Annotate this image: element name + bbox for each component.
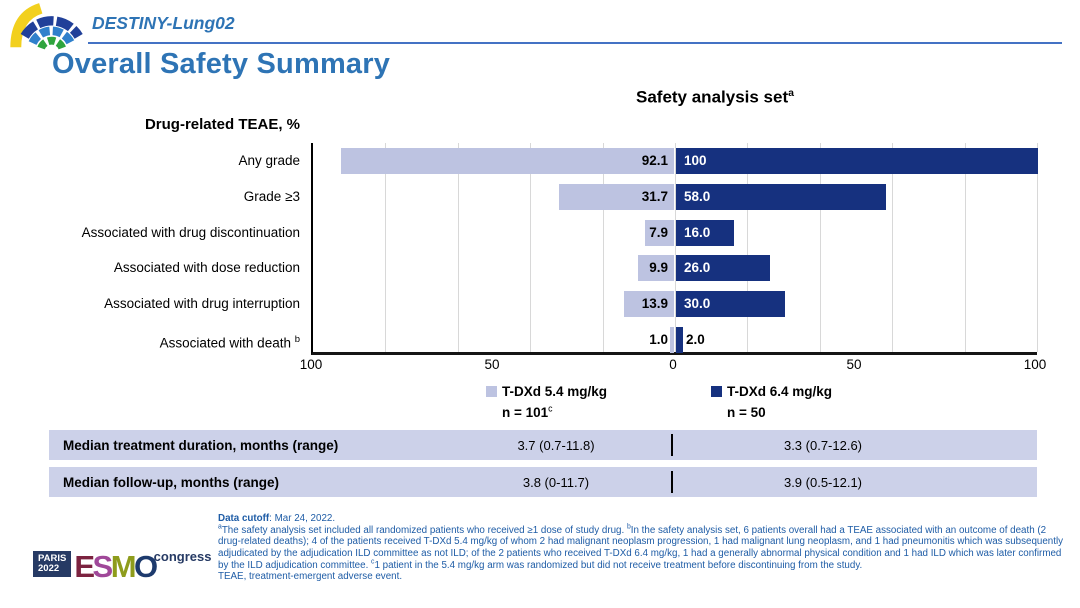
right-bar-6.4mg xyxy=(676,148,1038,174)
right-bar-value: 100 xyxy=(684,153,707,168)
left-bar-value: 9.9 xyxy=(649,260,668,276)
left-bar-value: 13.9 xyxy=(641,296,668,312)
esmo-letter: S xyxy=(92,548,114,584)
right-bar-value: 58.0 xyxy=(684,188,711,204)
category-label: Grade ≥3 xyxy=(243,188,300,204)
table-column-divider xyxy=(671,471,673,493)
x-tick-label: 100 xyxy=(1023,357,1047,372)
right-bar-value: 16.0 xyxy=(684,224,711,240)
gridline xyxy=(675,143,676,352)
x-tick-label: 50 xyxy=(484,357,500,372)
right-bar-6.4mg xyxy=(676,291,785,318)
category-label: Associated with drug discontinuation xyxy=(81,224,300,240)
footnote-abbreviation: TEAE, treatment-emergent adverse event. xyxy=(218,571,403,583)
table-row-label: Median treatment duration, months (range… xyxy=(63,437,339,453)
x-tick-label: 100 xyxy=(299,357,323,372)
legend-label: T-DXd 5.4 mg/kg xyxy=(502,384,608,399)
summary-table: Median treatment duration, months (range… xyxy=(49,430,1037,504)
right-bar-value: 2.0 xyxy=(686,332,705,347)
table-column-divider xyxy=(671,434,673,456)
gridline xyxy=(819,143,821,352)
congress-fan-icon xyxy=(10,3,83,50)
gridline xyxy=(964,143,966,352)
tornado-bar-plot: 92.1 100 31.7 58.0 7.9 16.0 9.9 26.0 13.9 30.0 1.0… xyxy=(311,143,1038,355)
paris-2022-badge: PARIS 2022 xyxy=(33,551,72,577)
right-bar-6.4mg xyxy=(676,183,886,210)
x-tick-label: 50 xyxy=(846,357,862,372)
legend-text: T-DXd 5.4 mg/kg n = 101c xyxy=(502,383,607,421)
right-bar-value: 30.0 xyxy=(684,296,711,312)
footnotes: Data cutoff: Mar 24, 2022. aThe safety a… xyxy=(218,513,1067,583)
left-bar-value: 92.1 xyxy=(641,153,668,168)
gridline xyxy=(602,143,604,352)
table-row: Median follow-up, months (range) 3.8 (0-… xyxy=(49,467,1037,497)
gridline xyxy=(892,143,894,352)
left-bar-5.4mg xyxy=(645,219,674,246)
left-bar-5.4mg xyxy=(623,291,674,318)
category-label: Associated with dose reduction xyxy=(113,260,300,276)
legend-item-5.4mg: T-DXd 5.4 mg/kg n = 101c xyxy=(486,383,607,421)
table-value-5.4mg: 3.8 (0-11.7) xyxy=(522,474,590,490)
left-bar-value: 7.9 xyxy=(649,224,668,240)
esmo-wordmark: ESMO xyxy=(74,551,158,582)
table-row-label: Median follow-up, months (range) xyxy=(63,474,279,490)
left-bar-value: 1.0 xyxy=(649,332,668,347)
page-title: Overall Safety Summary xyxy=(52,48,391,80)
gridline xyxy=(457,143,459,352)
x-axis-ticks: 100 50 0 50 100 xyxy=(300,357,1047,375)
right-bar-6.4mg xyxy=(676,255,771,282)
x-tick-label: 0 xyxy=(669,357,677,372)
legend-text: T-DXd 6.4 mg/kg n = 50 xyxy=(727,383,832,421)
left-bar-5.4mg xyxy=(559,183,674,210)
left-bar-value: 31.7 xyxy=(641,188,668,204)
esmo-letter: O xyxy=(134,548,158,584)
right-bar-value: 26.0 xyxy=(684,260,711,276)
table-value-6.4mg: 3.9 (0.5-12.1) xyxy=(783,474,863,490)
esmo-congress-logo: PARIS 2022 ESMO congress xyxy=(33,548,213,582)
left-bar-5.4mg xyxy=(670,327,674,353)
congress-label: congress xyxy=(153,548,212,564)
chart-axis-label: Drug-related TEAE, % xyxy=(144,116,300,133)
legend-n-superscript: c xyxy=(548,403,553,413)
legend-item-6.4mg: T-DXd 6.4 mg/kg n = 50 xyxy=(711,383,832,421)
left-bar-5.4mg xyxy=(638,255,674,282)
gridline xyxy=(385,143,387,352)
header-rule xyxy=(88,42,1062,44)
category-labels: Any grade Grade ≥3 Associated with drug di… xyxy=(0,143,302,353)
legend-label: T-DXd 6.4 mg/kg xyxy=(727,384,833,399)
category-label: Associated with death b xyxy=(159,334,300,351)
gridline xyxy=(530,143,532,352)
chart-title-superscript: a xyxy=(788,87,794,99)
legend-n: n = 50 xyxy=(727,404,766,420)
footnote-notes: aThe safety analysis set included all ra… xyxy=(218,523,1064,571)
right-bar-6.4mg xyxy=(676,219,734,246)
category-label: Any grade xyxy=(238,153,300,168)
legend-swatch-6.4mg xyxy=(711,386,722,397)
footnote-data-cutoff: Data cutoff: Mar 24, 2022. xyxy=(218,513,336,524)
table-value-5.4mg: 3.7 (0.7-11.8) xyxy=(517,437,595,453)
esmo-letter: M xyxy=(110,548,137,584)
chart-title: Safety analysis seta xyxy=(635,87,794,107)
gridline xyxy=(1037,143,1038,352)
table-value-6.4mg: 3.3 (0.7-12.6) xyxy=(783,437,863,453)
legend-swatch-5.4mg xyxy=(486,386,497,397)
study-title: DESTINY-Lung02 xyxy=(92,13,235,33)
table-row: Median treatment duration, months (range… xyxy=(49,430,1037,460)
right-bar-6.4mg xyxy=(676,327,684,353)
esmo-letter: E xyxy=(74,548,95,584)
legend-n: n = 101c xyxy=(502,403,553,420)
category-label: Associated with drug interruption xyxy=(104,296,300,312)
left-bar-5.4mg xyxy=(340,148,674,174)
gridline xyxy=(747,143,749,352)
